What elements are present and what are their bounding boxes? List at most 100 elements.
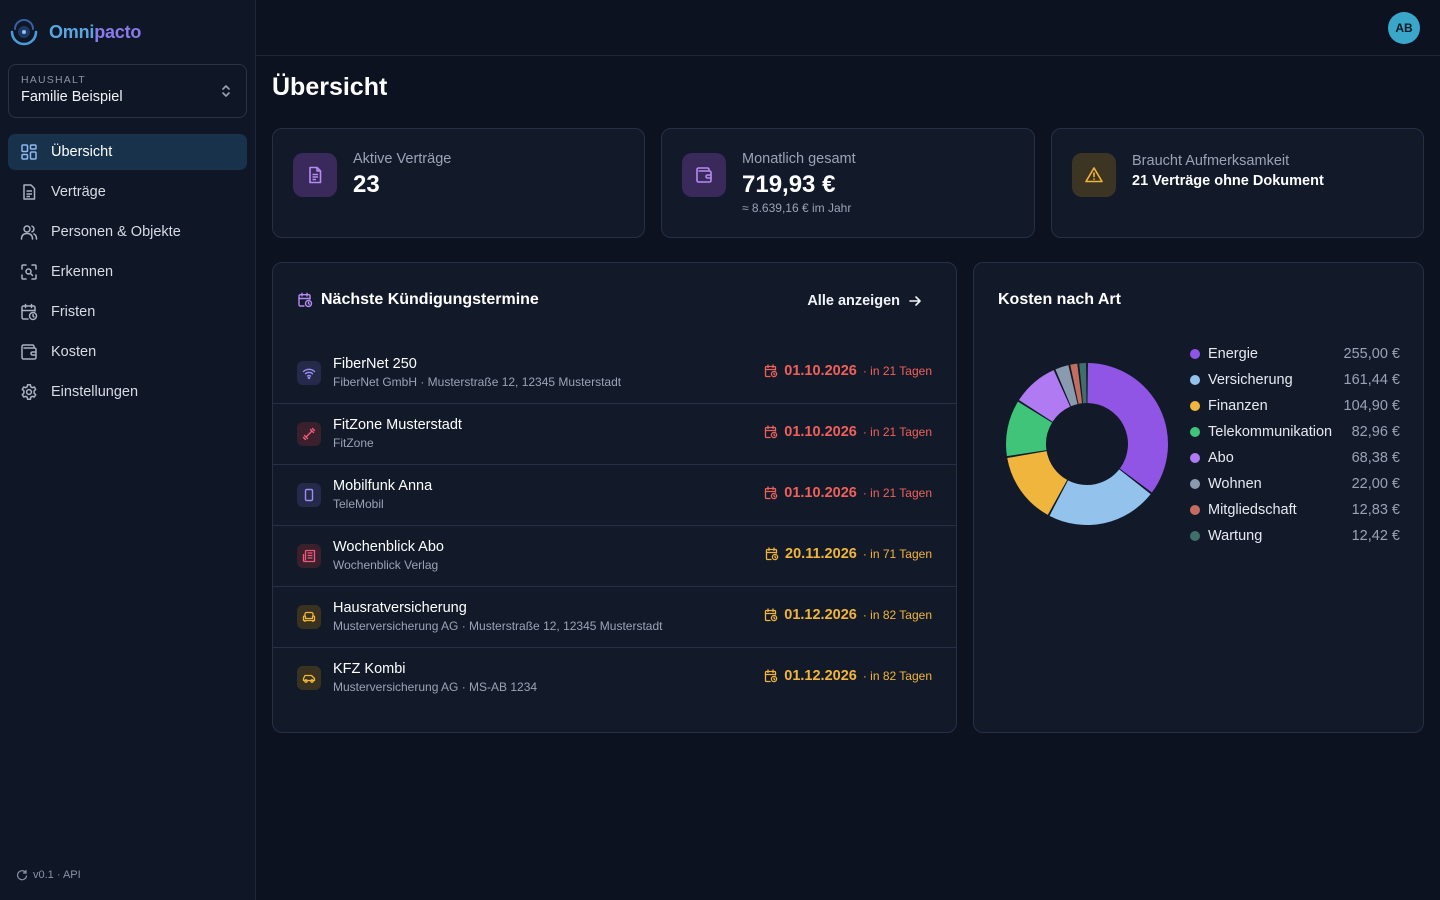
stat-card-active-contracts[interactable]: Aktive Verträge 23: [272, 128, 645, 238]
nav-item-vertraege[interactable]: Verträge: [8, 174, 247, 210]
deadline-list: FiberNet 250 FiberNet GmbH · Musterstraß…: [273, 343, 956, 709]
row-subtitle: Musterversicherung AG · Musterstraße 12,…: [333, 619, 663, 633]
legend-item[interactable]: Telekommunikation 82,96 €: [1190, 419, 1400, 445]
row-icon-wrap: [297, 544, 321, 568]
legend-item[interactable]: Mitgliedschaft 12,83 €: [1190, 497, 1400, 523]
stat-value: 21 Verträge ohne Dokument: [1132, 173, 1324, 189]
stat-card-attention[interactable]: Braucht Aufmerksamkeit 21 Verträge ohne …: [1051, 128, 1424, 238]
donut-slice-telekommunikation[interactable]: [1006, 401, 1053, 457]
legend-dot: [1190, 479, 1200, 489]
table-row[interactable]: FiberNet 250 FiberNet GmbH · Musterstraß…: [273, 343, 956, 404]
sofa-icon: [302, 611, 316, 622]
row-date-value: 20.11.2026: [785, 546, 857, 562]
legend-label: Telekommunikation: [1208, 424, 1333, 440]
donut-slice-versicherung[interactable]: [1049, 469, 1151, 525]
wallet-icon: [696, 167, 712, 183]
row-date: 01.12.2026 · in 82 Tagen: [764, 668, 932, 684]
costs-panel: Kosten nach Art Energie 255,00 € Versicher…: [973, 262, 1424, 733]
nav-label: Übersicht: [51, 144, 113, 160]
legend-item[interactable]: Energie 255,00 €: [1190, 341, 1400, 367]
stat-icon-wrap: [293, 153, 337, 197]
nav-item-kosten[interactable]: Kosten: [8, 334, 247, 370]
table-row[interactable]: Mobilfunk Anna TeleMobil 01.10.2026 · in…: [273, 465, 956, 526]
donut-slice-finanzen[interactable]: [1007, 451, 1068, 515]
app-name: Omnipacto: [49, 21, 142, 42]
grid-icon: [21, 144, 37, 160]
show-all-label: Alle anzeigen: [807, 293, 900, 309]
legend-amount: 22,00 €: [1351, 476, 1400, 492]
legend-dot: [1190, 531, 1200, 541]
row-subtitle: Musterversicherung AG · MS-AB 1234: [333, 680, 538, 694]
household-value: Familie Beispiel: [21, 89, 123, 105]
household-selector[interactable]: HAUSHALT Familie Beispiel: [8, 64, 247, 118]
avatar[interactable]: AB: [1388, 12, 1420, 44]
legend-label: Abo: [1208, 450, 1234, 466]
row-date-value: 01.12.2026: [784, 668, 857, 684]
nav-label: Erkennen: [51, 264, 114, 280]
refresh-icon: [16, 869, 28, 881]
legend-dot: [1190, 427, 1200, 437]
legend-dot: [1190, 401, 1200, 411]
row-date-relative: · in 71 Tagen: [862, 547, 932, 561]
table-row[interactable]: FitZone Musterstadt FitZone 01.10.2026 ·…: [273, 404, 956, 465]
sidebar: Omnipacto HAUSHALT Familie Beispiel Über…: [0, 0, 256, 900]
nav-item-fristen[interactable]: Fristen: [8, 294, 247, 330]
row-icon-wrap: [297, 422, 321, 446]
donut-slice-wartung[interactable]: [1079, 363, 1087, 404]
nav-item-einstellungen[interactable]: Einstellungen: [8, 374, 247, 410]
legend-amount: 12,42 €: [1351, 528, 1400, 544]
legend-amount: 255,00 €: [1343, 346, 1400, 362]
cost-legend: Energie 255,00 € Versicherung 161,44 € Finan…: [1190, 341, 1400, 549]
nav-item-uebersicht[interactable]: Übersicht: [8, 134, 247, 170]
legend-dot: [1190, 349, 1200, 359]
main-nav: Übersicht Verträge Personen & Objekte Er…: [8, 134, 247, 414]
legend-item[interactable]: Wartung 12,42 €: [1190, 523, 1400, 549]
calendar-clock-icon: [21, 303, 38, 321]
table-row[interactable]: KFZ Kombi Musterversicherung AG · MS-AB …: [273, 648, 956, 709]
table-row[interactable]: Wochenblick Abo Wochenblick Verlag 20.11…: [273, 526, 956, 587]
legend-amount: 12,83 €: [1351, 502, 1400, 518]
donut-slice-energie[interactable]: [1087, 363, 1168, 493]
wallet-icon: [21, 344, 37, 360]
logo-icon: [10, 19, 38, 46]
version-footer: v0.1 · API: [16, 869, 81, 881]
legend-item[interactable]: Finanzen 104,90 €: [1190, 393, 1400, 419]
app-logo[interactable]: Omnipacto: [9, 18, 141, 46]
donut-slice-wohnen[interactable]: [1055, 365, 1078, 407]
row-date-relative: · in 82 Tagen: [862, 608, 932, 622]
document-icon: [309, 166, 322, 184]
legend-item[interactable]: Versicherung 161,44 €: [1190, 367, 1400, 393]
row-date-value: 01.10.2026: [784, 424, 857, 440]
legend-item[interactable]: Abo 68,38 €: [1190, 445, 1400, 471]
stat-label: Braucht Aufmerksamkeit: [1132, 153, 1290, 169]
legend-label: Mitgliedschaft: [1208, 502, 1297, 518]
calendar-clock-icon: [765, 486, 778, 500]
row-title: Mobilfunk Anna: [333, 478, 433, 494]
household-label: HAUSHALT: [21, 74, 86, 86]
nav-item-personen-objekte[interactable]: Personen & Objekte: [8, 214, 247, 250]
row-date: 01.12.2026 · in 82 Tagen: [764, 607, 932, 623]
legend-dot: [1190, 375, 1200, 385]
stat-icon-wrap: [682, 153, 726, 197]
calendar-clock-icon: [765, 364, 778, 378]
row-date-relative: · in 21 Tagen: [862, 425, 932, 439]
nav-item-erkennen[interactable]: Erkennen: [8, 254, 247, 290]
car-icon: [302, 674, 316, 683]
row-icon-wrap: [297, 605, 321, 629]
version-text: v0.1 · API: [33, 869, 81, 881]
donut-slice-mitgliedschaft[interactable]: [1070, 363, 1083, 404]
legend-item[interactable]: Wohnen 22,00 €: [1190, 471, 1400, 497]
users-icon: [20, 225, 38, 240]
document-icon: [23, 184, 36, 200]
stat-value: 719,93 €: [742, 171, 836, 198]
row-date: 01.10.2026 · in 21 Tagen: [764, 363, 932, 379]
stat-card-monthly-total[interactable]: Monatlich gesamt 719,93 € ≈ 8.639,16 € i…: [661, 128, 1035, 238]
donut-slice-abo[interactable]: [1018, 370, 1071, 422]
legend-amount: 68,38 €: [1351, 450, 1400, 466]
smartphone-icon: [304, 488, 314, 502]
row-subtitle: FitZone: [333, 436, 374, 450]
table-row[interactable]: Hausratversicherung Musterversicherung A…: [273, 587, 956, 648]
show-all-link[interactable]: Alle anzeigen: [807, 293, 922, 309]
cost-donut-chart: [1006, 363, 1168, 525]
row-subtitle: FiberNet GmbH · Musterstraße 12, 12345 M…: [333, 375, 622, 389]
